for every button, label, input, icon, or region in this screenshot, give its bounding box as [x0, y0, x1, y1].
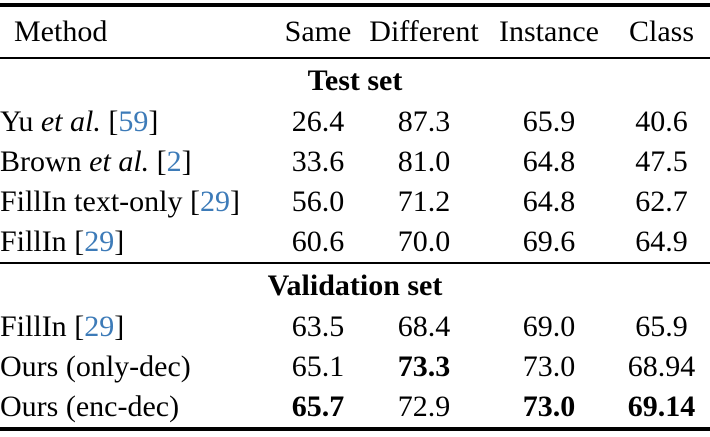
method-name: Ours (only-dec) — [0, 350, 191, 383]
section-title: Test set — [307, 63, 403, 97]
value-same: 56.0 — [291, 185, 345, 218]
value-instance: 65.9 — [522, 105, 576, 138]
cite-bracket-close: ] — [181, 145, 192, 178]
method-etal: et al. — [89, 145, 150, 178]
method-cell: FillIn [29] — [0, 307, 273, 347]
section-header-test-set: Test set — [0, 58, 710, 102]
table-row-fillin-test: FillIn [29] 60.6 70.0 69.6 64.9 — [0, 222, 710, 263]
method-cell: Ours (only-dec) — [0, 347, 273, 387]
value-instance: 73.0 — [522, 350, 576, 383]
value-instance: 64.8 — [522, 185, 576, 218]
table-row-ours-enc-dec: Ours (enc-dec) 65.7 72.9 73.0 69.14 — [0, 387, 710, 429]
col-header-different: Different — [369, 15, 479, 48]
value-class: 69.14 — [627, 390, 696, 423]
cite-bracket-close: ] — [230, 185, 240, 218]
method-cell: FillIn [29] — [0, 222, 273, 263]
section-header-validation-set: Validation set — [0, 263, 710, 307]
method-name: FillIn — [0, 225, 75, 258]
value-class: 64.9 — [635, 225, 688, 258]
method-name: FillIn — [0, 310, 75, 343]
value-same: 26.4 — [291, 105, 345, 138]
col-header-class: Class — [628, 15, 694, 48]
table-row-yu-et-al: Yu et al. [59] 26.4 87.3 65.9 40.6 — [0, 102, 710, 142]
value-class: 62.7 — [635, 185, 688, 218]
value-instance: 69.0 — [522, 310, 576, 343]
value-same: 65.7 — [291, 390, 345, 423]
value-different: 87.3 — [397, 105, 451, 138]
cite-bracket-open: [ — [74, 225, 85, 258]
value-different: 73.3 — [397, 350, 451, 383]
cite-bracket-open: [ — [74, 310, 85, 343]
value-same: 65.1 — [291, 350, 345, 383]
method-cell: Ours (enc-dec) — [0, 387, 273, 429]
results-table: Method Same Different Instance Class Tes… — [0, 3, 710, 431]
value-different: 72.9 — [397, 390, 451, 423]
method-name: FillIn text-only — [0, 185, 190, 218]
method-name: Ours (enc-dec) — [0, 390, 180, 423]
col-header-instance: Instance — [499, 15, 599, 48]
cite-bracket-open: [ — [149, 145, 167, 178]
value-different: 71.2 — [397, 185, 451, 218]
method-cell: Brown et al. [2] — [0, 142, 273, 182]
method-cell: Yu et al. [59] — [0, 102, 273, 142]
value-instance: 64.8 — [522, 145, 576, 178]
value-instance: 69.6 — [522, 225, 576, 258]
col-header-method: Method — [14, 15, 108, 48]
value-instance: 73.0 — [522, 390, 576, 423]
section-title: Validation set — [267, 268, 443, 302]
table-row-fillin-val: FillIn [29] 63.5 68.4 69.0 65.9 — [0, 307, 710, 347]
table-row-brown-et-al: Brown et al. [2] 33.6 81.0 64.8 47.5 — [0, 142, 710, 182]
value-different: 70.0 — [397, 225, 451, 258]
method-cell: FillIn text-only [29] — [0, 182, 273, 222]
citation-link[interactable]: 2 — [166, 145, 182, 178]
table-row-ours-only-dec: Ours (only-dec) 65.1 73.3 73.0 68.94 — [0, 347, 710, 387]
citation-link[interactable]: 29 — [84, 310, 115, 343]
cite-bracket-open: [ — [190, 185, 200, 218]
value-different: 68.4 — [397, 310, 451, 343]
cite-bracket-close: ] — [114, 225, 125, 258]
value-same: 33.6 — [291, 145, 345, 178]
table-header-row: Method Same Different Instance Class — [0, 5, 710, 58]
method-name: Yu — [0, 105, 41, 138]
value-same: 60.6 — [291, 225, 345, 258]
citation-link[interactable]: 59 — [118, 105, 149, 138]
value-class: 47.5 — [635, 145, 688, 178]
citation-link[interactable]: 29 — [84, 225, 115, 258]
col-header-same: Same — [284, 15, 352, 48]
citation-link[interactable]: 29 — [200, 185, 230, 218]
table-row-fillin-text-only: FillIn text-only [29] 56.0 71.2 64.8 62.… — [0, 182, 710, 222]
value-class: 68.94 — [627, 350, 696, 383]
value-same: 63.5 — [291, 310, 345, 343]
cite-bracket-close: ] — [148, 105, 159, 138]
value-class: 40.6 — [635, 105, 688, 138]
cite-bracket-close: ] — [114, 310, 125, 343]
method-etal: et al. — [40, 105, 101, 138]
cite-bracket-open: [ — [100, 105, 119, 138]
value-different: 81.0 — [397, 145, 451, 178]
method-name: Brown — [0, 145, 90, 178]
value-class: 65.9 — [635, 310, 688, 343]
